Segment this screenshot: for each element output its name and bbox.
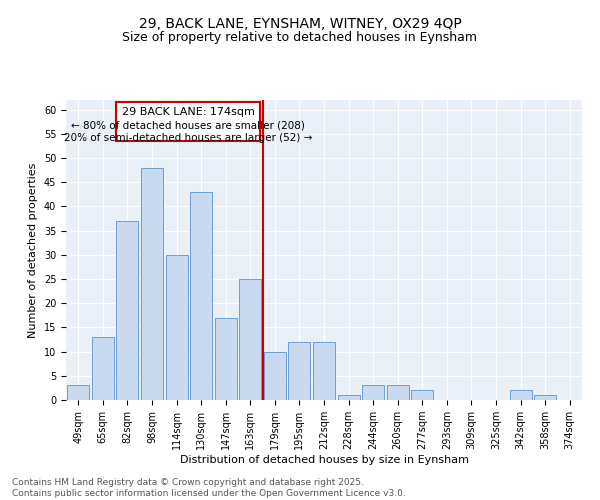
FancyBboxPatch shape — [116, 102, 260, 141]
Bar — [215, 318, 237, 400]
Bar — [289, 342, 310, 400]
Bar — [141, 168, 163, 400]
Bar — [264, 352, 286, 400]
Bar — [509, 390, 532, 400]
Bar — [338, 395, 359, 400]
X-axis label: Distribution of detached houses by size in Eynsham: Distribution of detached houses by size … — [179, 455, 469, 465]
Bar — [67, 386, 89, 400]
Bar — [313, 342, 335, 400]
Bar — [362, 386, 384, 400]
Bar — [166, 255, 188, 400]
Y-axis label: Number of detached properties: Number of detached properties — [28, 162, 38, 338]
Text: Contains HM Land Registry data © Crown copyright and database right 2025.
Contai: Contains HM Land Registry data © Crown c… — [12, 478, 406, 498]
Text: 29 BACK LANE: 174sqm: 29 BACK LANE: 174sqm — [122, 108, 254, 118]
Text: Size of property relative to detached houses in Eynsham: Size of property relative to detached ho… — [122, 31, 478, 44]
Bar — [386, 386, 409, 400]
Bar — [534, 395, 556, 400]
Text: ← 80% of detached houses are smaller (208): ← 80% of detached houses are smaller (20… — [71, 120, 305, 130]
Bar — [116, 221, 139, 400]
Text: 20% of semi-detached houses are larger (52) →: 20% of semi-detached houses are larger (… — [64, 133, 313, 143]
Bar — [92, 337, 114, 400]
Text: 29, BACK LANE, EYNSHAM, WITNEY, OX29 4QP: 29, BACK LANE, EYNSHAM, WITNEY, OX29 4QP — [139, 18, 461, 32]
Bar — [190, 192, 212, 400]
Bar — [239, 279, 262, 400]
Bar — [411, 390, 433, 400]
